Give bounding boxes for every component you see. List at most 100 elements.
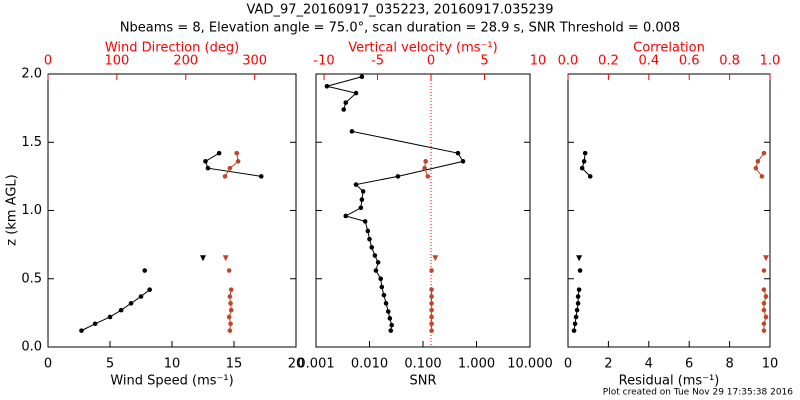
- x-tick-label: 4: [645, 357, 653, 372]
- point: [761, 328, 767, 333]
- point: [369, 245, 375, 250]
- point: [577, 268, 583, 273]
- x-tick-label: 6: [685, 357, 693, 372]
- point: [142, 268, 148, 273]
- point: [365, 228, 371, 234]
- point: [429, 307, 434, 313]
- x2-tick-label: 1.0: [760, 54, 781, 69]
- x-tick-label: 10: [762, 357, 779, 372]
- point: [379, 284, 385, 290]
- point: [763, 294, 769, 299]
- point: [574, 307, 580, 313]
- point: [227, 328, 233, 333]
- x2-tick-label: 0: [44, 54, 52, 69]
- point: [226, 314, 232, 320]
- x-tick-label: 5: [106, 357, 114, 372]
- point: [388, 328, 394, 333]
- point: [761, 321, 767, 327]
- point: [79, 328, 84, 333]
- x2-tick-label: 100: [104, 54, 129, 69]
- y-tick-label: 1.0: [21, 203, 42, 218]
- point: [367, 236, 372, 242]
- point: [429, 328, 434, 333]
- point: [375, 260, 381, 265]
- x2-tick-label: -10: [313, 54, 334, 69]
- point: [360, 189, 366, 194]
- point: [761, 307, 767, 313]
- point: [362, 219, 368, 224]
- x-tick-label: 20: [288, 357, 305, 372]
- x2-tick-label: 5: [480, 54, 488, 69]
- point: [378, 276, 384, 282]
- x-tick-label: 0.001: [297, 357, 334, 372]
- point: [587, 174, 593, 179]
- point: [582, 150, 588, 156]
- point: [205, 165, 211, 171]
- x2-tick-label: 0.4: [638, 54, 659, 69]
- point: [573, 314, 579, 320]
- x2-tick-label: 0.0: [558, 54, 579, 69]
- point: [429, 321, 434, 327]
- point: [425, 174, 431, 179]
- point: [128, 301, 134, 306]
- title: VAD_97_20160917_035223, 20160917.035239: [247, 3, 554, 18]
- point: [575, 301, 581, 306]
- x-tick-label: 0: [564, 357, 572, 372]
- point: [349, 129, 355, 134]
- x2-tick-label: 200: [173, 54, 198, 69]
- point: [572, 321, 578, 327]
- point: [429, 301, 434, 306]
- y-axis-title: z (km AGL): [5, 174, 20, 245]
- subtitle: Nbeams = 8, Elevation angle = 75.0°, sca…: [120, 21, 680, 36]
- point: [761, 287, 767, 292]
- point: [753, 165, 759, 171]
- x-tick-label: 8: [725, 357, 733, 372]
- point: [576, 255, 583, 262]
- point: [353, 182, 359, 187]
- point: [228, 321, 233, 327]
- point: [571, 328, 577, 333]
- point: [762, 255, 769, 262]
- point: [579, 165, 585, 171]
- point: [228, 307, 234, 313]
- point: [429, 268, 434, 273]
- x-axis-title: Wind Speed (ms⁻¹): [110, 374, 233, 389]
- point: [228, 287, 234, 292]
- point: [372, 253, 378, 258]
- point: [235, 159, 241, 164]
- x-tick-label: 1.000: [458, 357, 495, 372]
- x2-tick-label: 0.2: [598, 54, 619, 69]
- point: [203, 159, 208, 164]
- point: [429, 287, 434, 292]
- point: [227, 294, 233, 299]
- point: [200, 255, 206, 262]
- x-axis-title: SNR: [409, 374, 436, 389]
- point: [389, 322, 395, 328]
- point: [383, 301, 389, 306]
- x-tick-label: 15: [226, 357, 243, 372]
- point: [138, 294, 144, 299]
- point: [147, 287, 152, 292]
- y-tick-label: 0.0: [21, 340, 42, 355]
- point: [343, 100, 349, 105]
- y-tick-label: 0.5: [21, 271, 42, 286]
- point: [385, 309, 391, 314]
- x-tick-label: 10.000: [507, 357, 553, 372]
- point: [222, 174, 228, 179]
- point: [763, 314, 769, 320]
- x2-tick-label: 300: [242, 54, 267, 69]
- x-tick-label: 10: [164, 357, 181, 372]
- point: [576, 287, 582, 292]
- point: [381, 292, 387, 298]
- point: [353, 90, 359, 96]
- x-tick-label: 0.010: [351, 357, 388, 372]
- point: [575, 294, 581, 299]
- x2-tick-label: 0: [427, 54, 435, 69]
- point: [359, 197, 365, 202]
- x2-tick-label: 10: [530, 54, 547, 69]
- point: [422, 165, 427, 171]
- x2-tick-label: -5: [371, 54, 384, 69]
- point: [429, 294, 434, 299]
- point: [222, 255, 229, 262]
- x2-axis-title: Wind Direction (deg): [105, 41, 239, 56]
